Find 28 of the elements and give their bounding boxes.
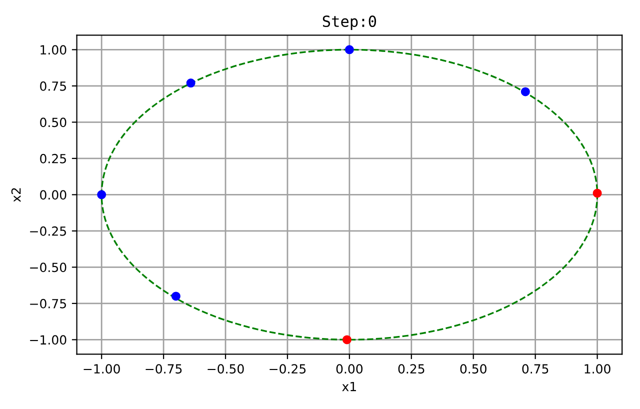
y-tick-label: −0.75 — [30, 298, 66, 308]
x-axis-title: x1 — [342, 382, 356, 392]
y-tick-label: 0.25 — [40, 154, 66, 164]
y-tick-label: 0.00 — [40, 190, 66, 200]
point — [520, 87, 530, 96]
point — [342, 335, 352, 344]
point — [592, 188, 602, 198]
y-axis-title: x2 — [11, 188, 21, 202]
point — [344, 45, 354, 54]
point — [97, 190, 106, 200]
y-tick-label: 1.00 — [40, 45, 66, 55]
x-tick-label: 1.00 — [584, 364, 610, 374]
x-tick-label: 0.75 — [522, 364, 548, 374]
y-tick-label: −0.50 — [30, 262, 66, 272]
x-tick-label: 0.50 — [460, 364, 486, 374]
chart-title: Step:0 — [322, 16, 376, 30]
x-tick-label: 0.00 — [336, 364, 363, 374]
x-tick-label: −1.00 — [84, 364, 120, 374]
point — [171, 292, 180, 301]
y-tick-label: −1.00 — [30, 335, 66, 345]
x-tick-label: −0.50 — [208, 364, 244, 374]
x-tick-label: 0.25 — [398, 364, 424, 374]
x-tick-label: −0.75 — [146, 364, 182, 374]
x-tick-label: −0.25 — [270, 364, 306, 374]
y-tick-label: −0.25 — [30, 226, 66, 236]
y-tick-label: 0.50 — [40, 118, 66, 128]
y-tick-label: 0.75 — [40, 81, 66, 91]
point — [186, 78, 196, 88]
